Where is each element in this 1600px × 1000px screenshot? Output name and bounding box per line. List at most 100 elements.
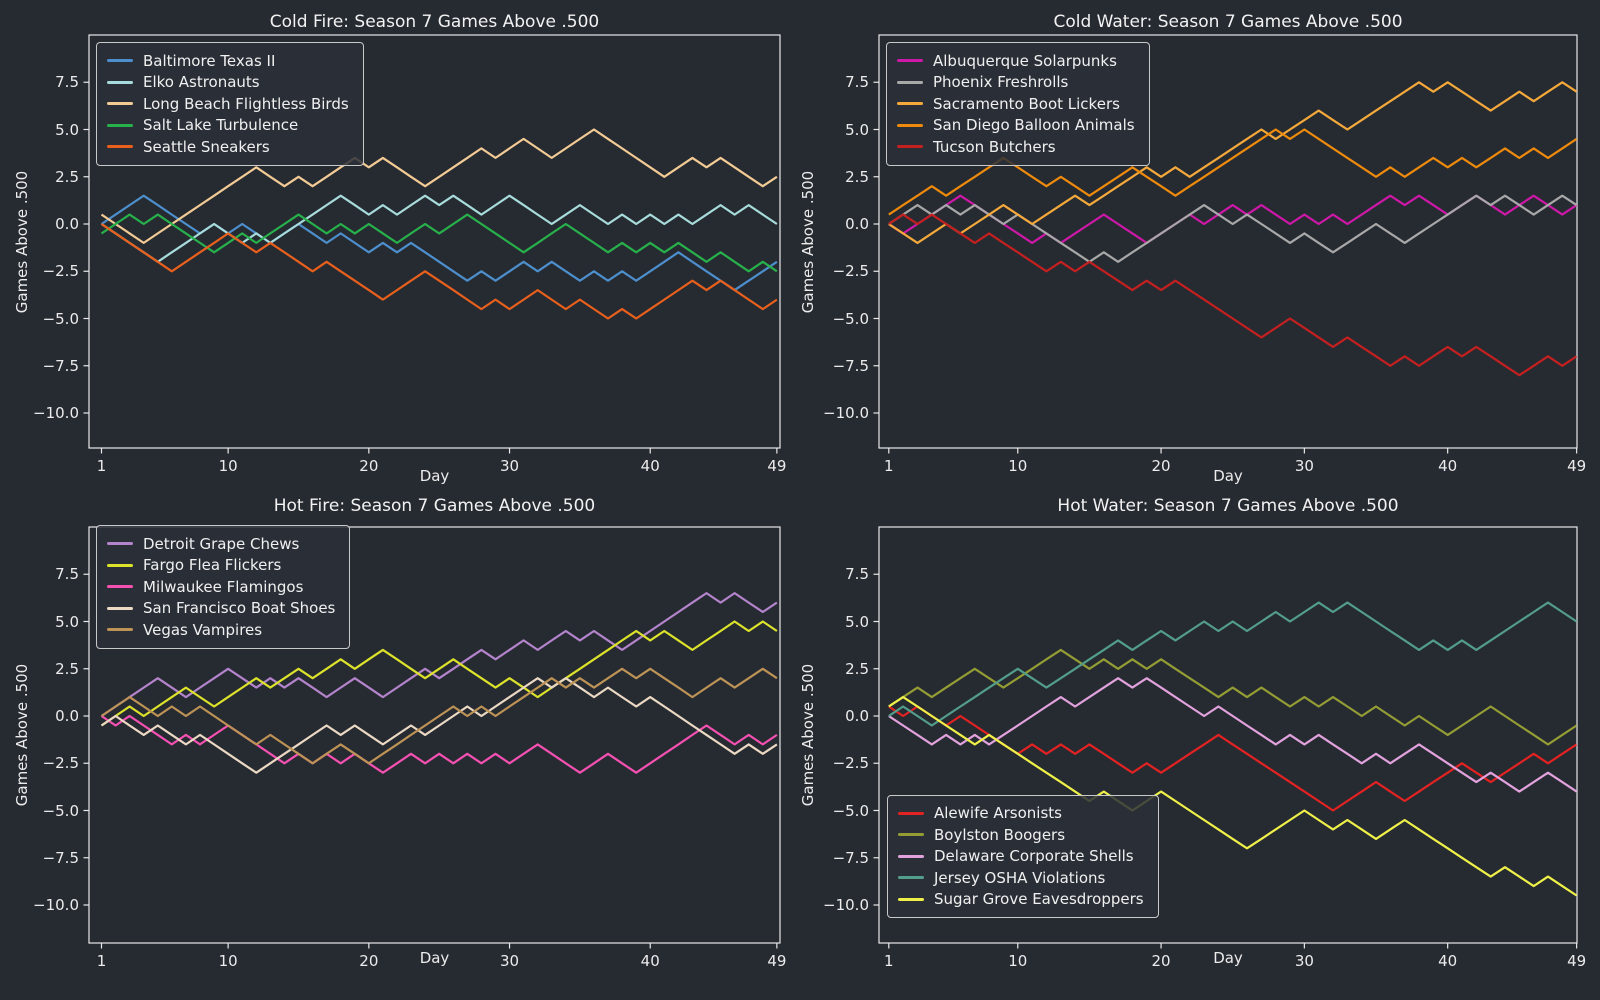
chart-title-cold-fire: Cold Fire: Season 7 Games Above .500: [269, 12, 600, 32]
y-tick-label: 2.5: [55, 167, 79, 186]
chart-title-hot-fire: Hot Fire: Season 7 Games Above .500: [273, 496, 596, 516]
legend-label: Fargo Flea Flickers: [143, 556, 282, 575]
legend-swatch-elko-astronauts: [107, 80, 133, 84]
legend-item-milwaukee-flamingos: Milwaukee Flamingos: [107, 576, 335, 598]
x-tick-label: 1: [884, 457, 894, 475]
x-tick-label: 40: [640, 952, 660, 970]
legend-item-detroit-grape-chews: Detroit Grape Chews: [107, 533, 335, 555]
y-tick-label: −5.0: [832, 309, 869, 328]
legend-swatch-albuquerque-solarpunks: [897, 59, 923, 63]
chart-title-hot-water: Hot Water: Season 7 Games Above .500: [1057, 496, 1399, 516]
legend-cold-fire: Baltimore Texas II Elko Astronauts Long Be…: [96, 42, 364, 166]
legend-item-albuquerque-solarpunks: Albuquerque Solarpunks: [897, 50, 1135, 72]
axes-spines: [88, 526, 781, 944]
legend-item-jersey-osha-violations: Jersey OSHA Violations: [898, 867, 1144, 889]
x-tick-label: 10: [1008, 457, 1028, 475]
legend-cold-water: Albuquerque Solarpunks Phoenix Freshrolls…: [886, 42, 1150, 166]
legend-swatch-seattle-sneakers: [107, 145, 133, 149]
legend-label: Alewife Arsonists: [934, 804, 1062, 823]
y-tick-label: −5.0: [42, 801, 79, 820]
series-line-long-beach-flightless-birds: [100, 128, 778, 244]
series-line-baltimore-texas-ii: [100, 194, 778, 292]
y-tick-label: 2.5: [55, 659, 79, 678]
x-tick-label: 49: [767, 952, 787, 970]
legend-item-long-beach-flightless-birds: Long Beach Flightless Birds: [107, 93, 349, 115]
y-axis-label: Games Above .500: [13, 170, 31, 314]
x-tick-label: 1: [96, 952, 107, 970]
x-tick-label: 49: [767, 457, 787, 475]
legend-item-san-francisco-boat-shoes: San Francisco Boat Shoes: [107, 598, 335, 620]
legend-swatch-sacramento-boot-lickers: [897, 102, 923, 106]
series-line-sacramento-boot-lickers: [888, 81, 1578, 244]
series-line-milwaukee-flamingos: [100, 714, 778, 774]
x-tick-label: 20: [359, 952, 379, 970]
series-line-phoenix-freshrolls: [888, 194, 1578, 263]
x-axis-label: Day: [1213, 467, 1243, 485]
y-tick-label: −2.5: [42, 754, 79, 773]
legend-label: Elko Astronauts: [143, 73, 260, 92]
x-tick-label: 49: [1567, 952, 1587, 970]
y-tick-label: 7.5: [55, 565, 79, 584]
legend-item-boylston-boogers: Boylston Boogers: [898, 824, 1144, 846]
y-axis-label: Games Above .500: [799, 170, 817, 314]
legend-swatch-long-beach-flightless-birds: [107, 102, 133, 106]
legend-swatch-sugar-grove-eavesdroppers: [898, 897, 924, 901]
series-line-fargo-flea-flickers: [100, 620, 778, 727]
legend-swatch-alewife-arsonists: [898, 811, 924, 815]
legend-item-sacramento-boot-lickers: Sacramento Boot Lickers: [897, 93, 1135, 115]
y-tick-label: −5.0: [832, 801, 869, 820]
legend-item-delaware-corporate-shells: Delaware Corporate Shells: [898, 846, 1144, 868]
axes-spines: [88, 34, 781, 449]
x-tick-label: 20: [1151, 457, 1171, 475]
legend-swatch-san-francisco-boat-shoes: [107, 606, 133, 610]
y-tick-label: −2.5: [832, 754, 869, 773]
x-axis-label: Day: [419, 949, 450, 967]
y-tick-label: −10.0: [33, 896, 79, 914]
legend-label: Tucson Butchers: [933, 137, 1056, 156]
legend-item-elko-astronauts: Elko Astronauts: [107, 72, 349, 94]
x-tick-label: 30: [499, 457, 520, 475]
axes-spines: [878, 526, 1578, 944]
legend-label: Boylston Boogers: [934, 825, 1066, 844]
legend-label: Sacramento Boot Lickers: [933, 94, 1120, 113]
y-tick-label: −7.5: [42, 356, 79, 375]
legend-hot-fire: Detroit Grape Chews Fargo Flea Flickers Mi…: [96, 525, 351, 649]
y-axis-label: Games Above .500: [799, 663, 817, 807]
legend-label: Vegas Vampires: [143, 620, 263, 639]
legend-hot-water: Alewife Arsonists Boylston Boogers Delawar…: [887, 794, 1159, 918]
y-tick-label: 7.5: [845, 565, 869, 584]
legend-item-seattle-sneakers: Seattle Sneakers: [107, 136, 349, 158]
chart-title-cold-water: Cold Water: Season 7 Games Above .500: [1053, 12, 1403, 32]
y-tick-label: 0.0: [55, 215, 79, 233]
legend-swatch-milwaukee-flamingos: [107, 585, 133, 589]
series-line-jersey-osha-violations: [888, 601, 1578, 727]
legend-label: Jersey OSHA Violations: [934, 868, 1106, 887]
legend-swatch-phoenix-freshrolls: [897, 80, 923, 84]
legend-swatch-vegas-vampires: [107, 628, 133, 632]
legend-item-vegas-vampires: Vegas Vampires: [107, 619, 335, 641]
legend-label: Baltimore Texas II: [143, 51, 276, 70]
legend-item-baltimore-texas-ii: Baltimore Texas II: [107, 50, 349, 72]
y-tick-label: 0.0: [55, 707, 79, 725]
legend-swatch-detroit-grape-chews: [107, 542, 133, 546]
y-tick-label: −7.5: [832, 356, 869, 375]
y-tick-label: 5.0: [55, 612, 79, 631]
y-tick-label: 7.5: [55, 73, 79, 92]
y-tick-label: −10.0: [823, 896, 869, 914]
x-tick-label: 30: [1294, 952, 1314, 970]
legend-swatch-salt-lake-turbulence: [107, 123, 133, 127]
legend-label: Seattle Sneakers: [143, 137, 270, 156]
legend-item-salt-lake-turbulence: Salt Lake Turbulence: [107, 115, 349, 137]
x-tick-label: 20: [359, 457, 379, 475]
series-line-boylston-boogers: [888, 648, 1578, 746]
y-tick-label: 0.0: [845, 707, 869, 725]
legend-item-fargo-flea-flickers: Fargo Flea Flickers: [107, 555, 335, 577]
series-line-seattle-sneakers: [100, 223, 778, 320]
legend-label: Long Beach Flightless Birds: [143, 94, 349, 113]
x-tick-label: 1: [884, 952, 894, 970]
x-tick-label: 10: [218, 952, 238, 970]
x-tick-label: 49: [1567, 457, 1587, 475]
legend-swatch-delaware-corporate-shells: [898, 854, 924, 858]
legend-label: Phoenix Freshrolls: [933, 73, 1069, 92]
